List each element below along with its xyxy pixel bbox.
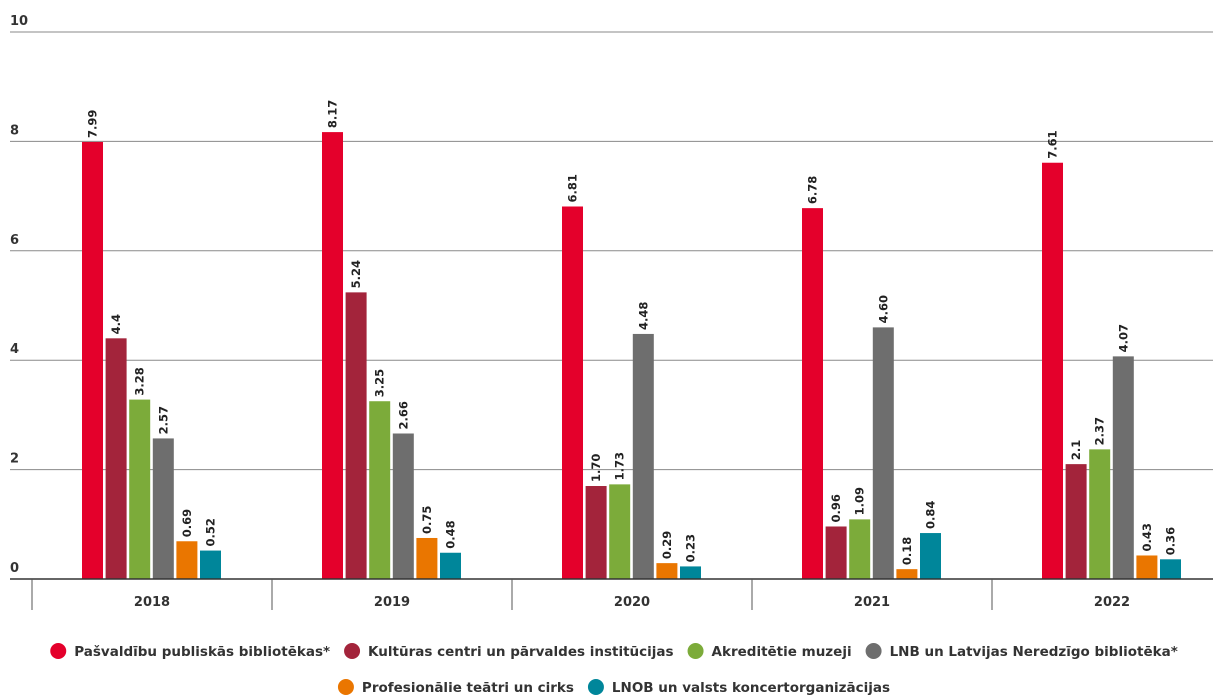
- y-tick-label: 4: [10, 342, 19, 357]
- bar: [849, 519, 871, 579]
- bar: [896, 569, 918, 579]
- x-tick-label: 2022: [1094, 595, 1130, 610]
- data-label: 8.17: [326, 100, 340, 128]
- data-label: 1.73: [613, 452, 627, 480]
- data-label: 0.69: [180, 509, 194, 537]
- bar: [105, 338, 127, 579]
- data-label: 4.07: [1116, 324, 1130, 352]
- bar: [920, 533, 941, 579]
- bar: [129, 399, 151, 579]
- y-tick-label: 0: [10, 561, 19, 576]
- bar: [562, 206, 583, 580]
- data-label: 7.61: [1046, 130, 1060, 158]
- data-label: 6.81: [566, 174, 580, 202]
- legend-label: Akreditētie muzeji: [712, 644, 852, 660]
- data-label: 2.37: [1093, 417, 1107, 445]
- data-label: 0.29: [660, 531, 674, 559]
- data-label: 0.43: [1140, 523, 1154, 551]
- legend-marker: [865, 643, 882, 659]
- legend-marker: [337, 679, 354, 695]
- data-label: 1.09: [853, 487, 867, 515]
- legend-label: Kultūras centri un pārvaldes institūcija…: [368, 644, 674, 660]
- bar: [825, 526, 847, 579]
- data-label: 4.4: [109, 314, 123, 334]
- bar: [200, 550, 221, 579]
- bar: [369, 401, 391, 579]
- bar: [345, 292, 367, 579]
- bar: [609, 484, 631, 579]
- x-tick-label: 2020: [614, 595, 650, 610]
- bar: [632, 333, 654, 579]
- data-label: 0.23: [684, 534, 698, 562]
- bar: [1112, 356, 1134, 579]
- bar: [1160, 559, 1181, 579]
- data-labels: 7.99 4.4 3.28 2.57 0.69 0.52 8.17 5.24 3.25 2.66 0…: [86, 100, 1178, 565]
- bar: [872, 327, 894, 579]
- data-label: 2.1: [1069, 440, 1083, 460]
- legend-label: Profesionālie teātri un cirks: [362, 680, 574, 696]
- data-label: 7.99: [86, 110, 100, 138]
- data-label: 4.60: [876, 295, 890, 323]
- bar: [585, 486, 607, 579]
- data-label: 0.75: [420, 506, 434, 534]
- legend-label: LNOB un valsts koncertorganizācijas: [612, 680, 890, 696]
- data-label: 3.28: [133, 367, 147, 395]
- bar: [656, 563, 678, 579]
- data-label: 3.25: [373, 369, 387, 397]
- data-label: 2.66: [396, 401, 410, 429]
- bar: [802, 208, 823, 579]
- y-tick-label: 6: [10, 233, 19, 248]
- data-label: 2.57: [156, 406, 170, 434]
- legend-marker: [587, 679, 604, 695]
- x-tick-label: 2019: [374, 595, 410, 610]
- x-tick-label: 2018: [134, 595, 170, 610]
- bar: [1136, 555, 1158, 579]
- data-label: 6.78: [806, 176, 820, 204]
- data-label: 0.36: [1164, 527, 1178, 555]
- legend-marker: [50, 643, 67, 659]
- y-tick-label: 10: [10, 14, 28, 29]
- legend-marker: [344, 643, 361, 659]
- data-label: 4.48: [636, 302, 650, 330]
- legend-marker: [687, 643, 704, 659]
- legend-label: Pašvaldību publiskās bibliotēkas*: [74, 644, 330, 660]
- bar: [680, 566, 701, 579]
- data-label: 0.96: [829, 494, 843, 522]
- x-tick-label: 2021: [854, 595, 890, 610]
- bar: [152, 438, 174, 579]
- bar: [322, 132, 343, 579]
- legend-label: LNB un Latvijas Neredzīgo bibliotēka*: [890, 644, 1178, 660]
- data-label: 1.70: [589, 454, 603, 482]
- bar: [176, 541, 198, 579]
- data-label: 5.24: [349, 260, 363, 288]
- bar: [392, 433, 414, 579]
- y-axis-ticks: 0 2 4 6 8 10: [10, 14, 28, 576]
- bars: [82, 132, 1181, 580]
- bar: [1089, 449, 1111, 579]
- bar: [1042, 162, 1063, 579]
- bar: [416, 537, 438, 579]
- legend: Pašvaldību publiskās bibliotēkas* Kultūra…: [50, 643, 1178, 696]
- bar: [440, 552, 461, 579]
- bar: [1065, 464, 1087, 579]
- grid-lines: [10, 31, 1213, 471]
- y-tick-label: 2: [10, 452, 19, 467]
- data-label: 0.84: [924, 501, 938, 529]
- y-tick-label: 8: [10, 123, 19, 138]
- data-label: 0.48: [444, 520, 458, 548]
- data-label: 0.18: [900, 537, 914, 565]
- bar: [82, 141, 103, 579]
- x-axis: 2018 2019 2020 2021 2022: [10, 578, 1213, 610]
- data-label: 0.52: [204, 518, 218, 546]
